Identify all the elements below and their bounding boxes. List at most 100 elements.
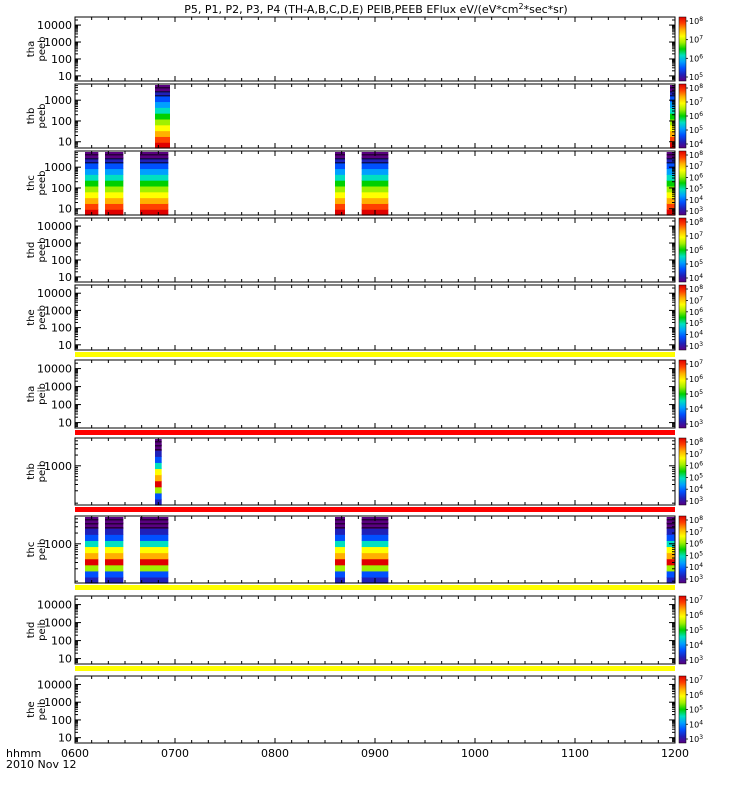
colorbar-tick-label: 104	[689, 330, 703, 340]
spectrogram-speckle	[105, 527, 124, 529]
colorbar-tick-label: 106	[689, 111, 703, 121]
spectrogram-cell	[666, 197, 675, 204]
spectrogram-cell	[105, 156, 124, 164]
spectrogram-cell	[140, 540, 169, 548]
y-tick-label: 1000	[44, 696, 72, 709]
y-tick-label: 10	[58, 732, 72, 745]
spectrogram-cell	[666, 180, 675, 187]
colorbar	[678, 150, 687, 216]
panel-tha-peib: 10 100 1000 10000 thapeib 103 104 105 106 107	[26, 359, 703, 435]
spectrogram-cell	[666, 552, 675, 560]
spectrogram-speckle	[335, 154, 345, 156]
spectrogram-cell	[666, 546, 675, 554]
spectrogram-cell	[105, 576, 124, 584]
spectrogram-speckle	[85, 519, 99, 521]
colorbar-tick-label: 108	[689, 515, 703, 525]
y-axis-label: thapeib	[26, 383, 48, 405]
spectrogram-cell	[155, 101, 170, 108]
spectrogram-cell	[361, 552, 389, 560]
colorbar-tick-label: 104	[689, 640, 703, 650]
colorbar-tick-label: 105	[689, 72, 703, 82]
panel-frame	[74, 675, 676, 744]
colorbar-tick-label: 105	[689, 705, 703, 715]
figure-title: P5, P1, P2, P3, P4 (TH-A,B,C,D,E) PEIB,P…	[184, 2, 567, 16]
spectrogram-cell	[666, 156, 675, 164]
status-bar-yellow	[75, 352, 675, 357]
colorbar-tick-label: 104	[689, 195, 703, 205]
spectrogram-cell	[140, 180, 169, 187]
spectrogram-cell	[335, 209, 345, 216]
spectrogram-cell	[155, 95, 170, 103]
colorbar-tick-label: 107	[689, 449, 703, 459]
y-tick-label: 1000	[44, 36, 72, 49]
colorbar-tick-label: 105	[689, 259, 703, 269]
status-bar-red	[75, 507, 675, 512]
spectrogram-cell	[666, 522, 675, 529]
spectrogram-cell	[335, 570, 345, 578]
y-tick-label: 1000	[44, 460, 72, 473]
spectrogram-speckle	[105, 154, 124, 156]
spectrogram-cell	[85, 197, 99, 204]
spectrogram-cell	[155, 107, 170, 114]
colorbar-tick-label: 108	[689, 83, 703, 93]
colorbar-tick-label: 107	[689, 231, 703, 241]
spectrogram-speckle	[666, 523, 675, 525]
spectrogram-cell	[85, 552, 99, 560]
colorbar-tick-label: 104	[689, 273, 703, 283]
panel-the-peib: 10 100 1000 10000 thepeib 103 104 105 106 107	[26, 675, 703, 745]
spectrogram-cell	[361, 564, 389, 572]
spectrogram-cell	[361, 522, 389, 529]
y-tick-label: 10	[58, 417, 72, 430]
colorbar-tick-label: 107	[689, 527, 703, 537]
spectrogram-speckle	[85, 527, 99, 529]
y-tick-label: 10000	[37, 678, 72, 691]
spectrogram-cell	[361, 534, 389, 541]
spectrogram-cell	[361, 185, 389, 193]
spectrogram-speckle	[140, 519, 169, 521]
colorbar-tick-label: 108	[689, 150, 703, 160]
colorbar-tick-label: 105	[689, 318, 703, 328]
spectrogram-cell	[335, 197, 345, 204]
y-tick-label: 100	[51, 714, 72, 727]
colorbar-tick-label: 103	[689, 574, 703, 584]
spectrogram-speckle	[155, 87, 170, 89]
spectrogram-cell	[85, 174, 99, 181]
status-bar-yellow	[75, 666, 675, 671]
spectrogram-cell	[140, 168, 169, 175]
y-axis-label: thcpeeb	[26, 171, 48, 196]
spectrogram-cell	[105, 209, 124, 216]
spectrogram-cell	[85, 522, 99, 529]
x-tick-label: 0800	[261, 747, 289, 760]
colorbar-tick-label: 105	[689, 550, 703, 560]
colorbar-tick-label: 103	[689, 734, 703, 744]
x-tick-label: 1000	[461, 747, 489, 760]
spectrogram-speckle	[361, 527, 389, 529]
spectrogram-cell	[105, 162, 124, 170]
colorbar-tick-label: 104	[689, 562, 703, 572]
y-tick-label: 100	[51, 399, 72, 412]
y-tick-label: 100	[51, 53, 72, 66]
spectrogram-cell	[140, 534, 169, 541]
spectrogram-cell	[140, 197, 169, 204]
panel-stack: 10100100010000thapeeb1051061071081010010…	[26, 16, 703, 745]
spectrogram-cell	[155, 136, 170, 143]
spectrogram-cell	[666, 576, 675, 584]
spectrogram-speckle	[335, 158, 345, 160]
spectrogram-cell	[155, 456, 162, 463]
spectrogram-cell	[335, 540, 345, 548]
y-tick-label: 1000	[44, 237, 72, 250]
spectrogram-cell	[85, 534, 99, 541]
x-tick-label: 1100	[561, 747, 589, 760]
colorbar-tick-label: 108	[689, 437, 703, 447]
spectrogram-cell	[361, 570, 389, 578]
spectrogram-cell	[670, 89, 675, 97]
spectrogram-speckle	[155, 441, 162, 443]
spectrogram-cell	[666, 564, 675, 572]
y-tick-label: 1000	[44, 617, 72, 630]
spectrogram-cell	[105, 528, 124, 535]
spectrogram-cell	[155, 118, 170, 126]
spectrogram-speckle	[85, 162, 99, 164]
spectrogram-cell	[85, 564, 99, 572]
spectrogram-cell	[105, 558, 124, 566]
